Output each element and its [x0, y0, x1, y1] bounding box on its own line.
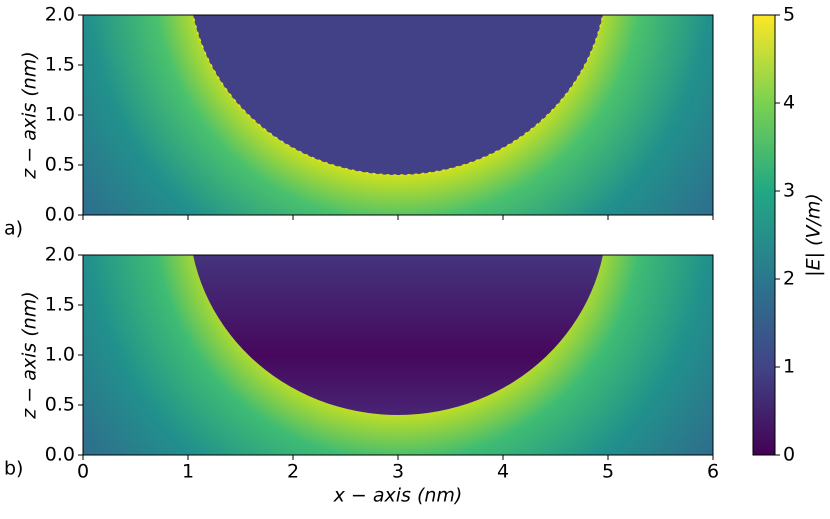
colorbar-tick-label: 1 [783, 356, 795, 378]
field-map-a [83, 15, 713, 215]
y-tick-label: 1.5 [45, 54, 75, 76]
colorbar-tick-label: 2 [783, 268, 795, 290]
x-tick-label: 0 [77, 461, 89, 483]
x-tick-label: 4 [497, 461, 509, 483]
colorbar-tick-label: 5 [783, 4, 795, 26]
y-tick-label: 0.0 [45, 204, 75, 226]
colorbar-label: |E| (V/m) [803, 193, 825, 277]
panel-label: b) [4, 458, 23, 480]
x-tick-label: 3 [392, 461, 404, 483]
y-tick-label: 1.0 [45, 344, 75, 366]
field-map-b [83, 255, 713, 455]
x-tick-label: 2 [287, 461, 299, 483]
y-axis-label: z − axis (nm) [19, 51, 41, 179]
y-axis-label: z − axis (nm) [19, 291, 41, 419]
panel-label: a) [4, 218, 23, 240]
y-tick-label: 1.5 [45, 294, 75, 316]
y-tick-label: 2.0 [45, 4, 75, 26]
x-tick-label: 1 [182, 461, 194, 483]
x-tick-label: 5 [602, 461, 614, 483]
colorbar [752, 14, 776, 456]
x-axis-label: x − axis (nm) [333, 485, 463, 507]
y-tick-label: 2.0 [45, 244, 75, 266]
y-tick-label: 0.0 [45, 444, 75, 466]
y-tick-label: 0.5 [45, 154, 75, 176]
colorbar-tick-label: 0 [783, 444, 795, 466]
y-tick-label: 1.0 [45, 104, 75, 126]
colorbar-tick-label: 3 [783, 180, 795, 202]
x-tick-label: 6 [707, 461, 719, 483]
colorbar-tick-label: 4 [783, 92, 795, 114]
y-tick-label: 0.5 [45, 394, 75, 416]
